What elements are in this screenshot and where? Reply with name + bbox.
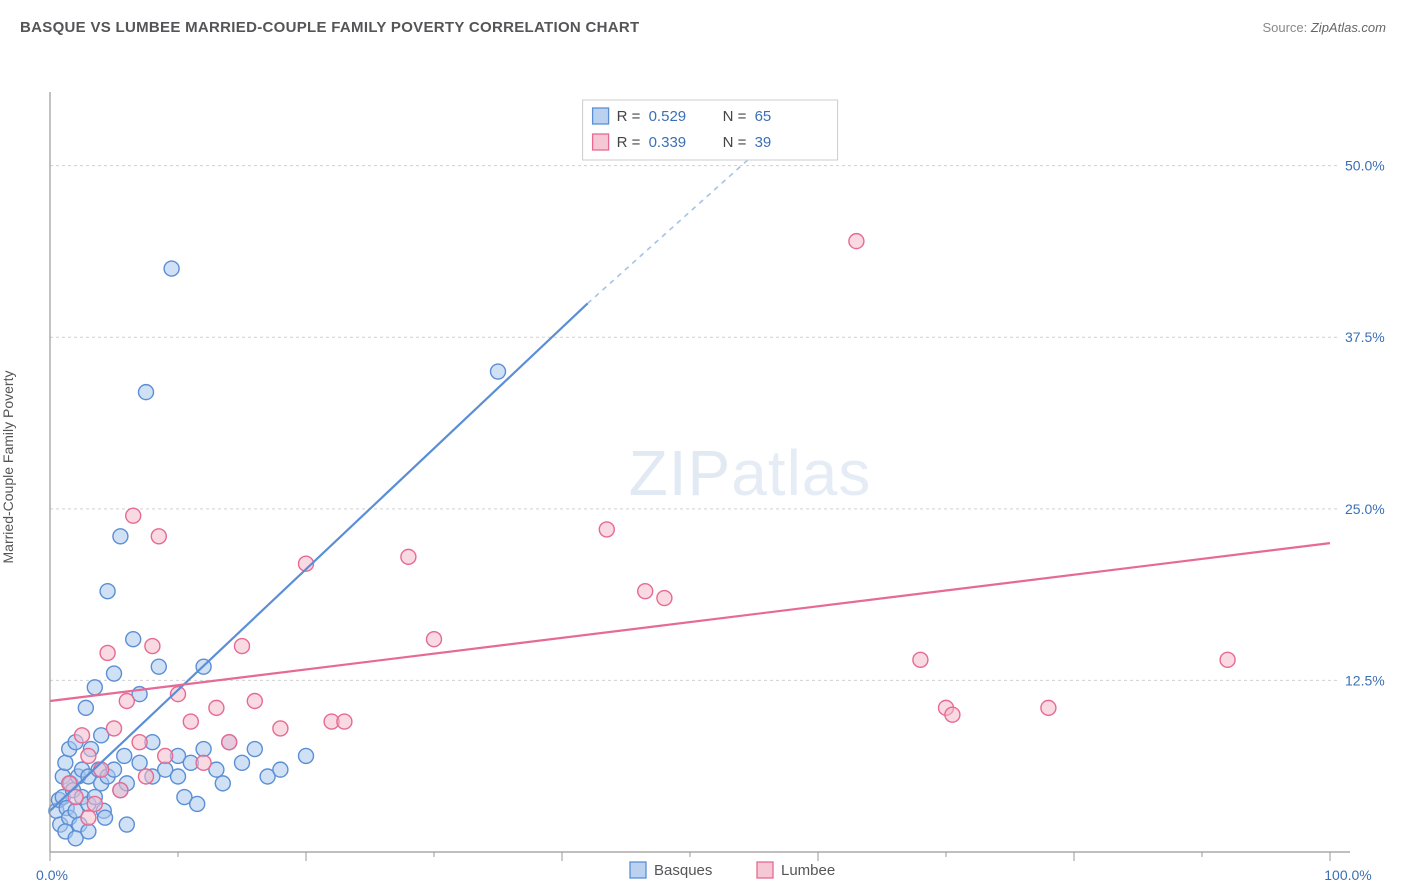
data-point-lumbee [599, 522, 614, 537]
data-point-lumbee [119, 694, 134, 709]
source-name: ZipAtlas.com [1311, 20, 1386, 35]
legend-r-label: R = [617, 108, 641, 125]
data-point-basques [132, 755, 147, 770]
y-tick-label: 37.5% [1345, 329, 1385, 345]
legend-r-label: R = [617, 134, 641, 151]
x-tick-label: 0.0% [36, 867, 68, 883]
data-point-lumbee [222, 735, 237, 750]
data-point-basques [190, 796, 205, 811]
legend-n-value: 39 [755, 134, 772, 151]
data-point-basques [119, 817, 134, 832]
data-point-lumbee [113, 783, 128, 798]
y-tick-label: 25.0% [1345, 501, 1385, 517]
data-point-basques [78, 700, 93, 715]
data-point-lumbee [139, 769, 154, 784]
data-point-basques [107, 666, 122, 681]
data-point-basques [235, 755, 250, 770]
data-point-basques [196, 742, 211, 757]
data-point-lumbee [196, 755, 211, 770]
bottom-legend-label-lumbee: Lumbee [781, 862, 835, 879]
data-point-basques [58, 755, 73, 770]
bottom-legend-label-basques: Basques [654, 862, 712, 879]
data-point-lumbee [235, 639, 250, 654]
bottom-legend-swatch-lumbee [757, 862, 773, 878]
data-point-basques [81, 824, 96, 839]
data-point-lumbee [1220, 652, 1235, 667]
data-point-lumbee [126, 508, 141, 523]
data-point-basques [98, 810, 113, 825]
data-point-lumbee [158, 748, 173, 763]
data-point-lumbee [638, 584, 653, 599]
legend-swatch-basques [593, 108, 609, 124]
y-axis-label: Married-Couple Family Poverty [0, 371, 16, 564]
data-point-lumbee [145, 639, 160, 654]
data-point-basques [151, 659, 166, 674]
data-point-basques [171, 769, 186, 784]
chart-source: Source: ZipAtlas.com [1262, 20, 1386, 35]
data-point-lumbee [209, 700, 224, 715]
data-point-lumbee [945, 707, 960, 722]
bottom-legend-swatch-basques [630, 862, 646, 878]
data-point-basques [117, 748, 132, 763]
data-point-lumbee [401, 549, 416, 564]
data-point-basques [247, 742, 262, 757]
y-tick-label: 50.0% [1345, 158, 1385, 174]
data-point-basques [299, 748, 314, 763]
data-point-basques [113, 529, 128, 544]
data-point-basques [491, 364, 506, 379]
data-point-basques [100, 584, 115, 599]
data-point-lumbee [427, 632, 442, 647]
data-point-lumbee [132, 735, 147, 750]
data-point-lumbee [913, 652, 928, 667]
legend-n-label: N = [723, 134, 747, 151]
data-point-lumbee [94, 762, 109, 777]
regression-line-lumbee [50, 543, 1330, 701]
y-tick-label: 12.5% [1345, 672, 1385, 688]
data-point-lumbee [75, 728, 90, 743]
data-point-basques [87, 680, 102, 695]
source-prefix: Source: [1262, 20, 1310, 35]
data-point-lumbee [81, 810, 96, 825]
data-point-lumbee [81, 748, 96, 763]
data-point-lumbee [151, 529, 166, 544]
data-point-lumbee [87, 796, 102, 811]
data-point-basques [164, 261, 179, 276]
data-point-lumbee [273, 721, 288, 736]
legend-swatch-lumbee [593, 134, 609, 150]
x-tick-label: 100.0% [1324, 867, 1371, 883]
legend-n-label: N = [723, 108, 747, 125]
regression-line-basques [50, 303, 588, 810]
scatter-chart-svg: ZIPatlas 0.0% 100.0% 12.5% 25.0% 37.5% 50.0% R … [0, 42, 1406, 892]
chart-title: BASQUE VS LUMBEE MARRIED-COUPLE FAMILY P… [20, 19, 640, 36]
data-point-basques [126, 632, 141, 647]
data-point-lumbee [247, 694, 262, 709]
data-point-lumbee [657, 591, 672, 606]
chart-area: Married-Couple Family Poverty ZIPatlas 0.… [0, 42, 1406, 892]
data-point-lumbee [337, 714, 352, 729]
legend-r-value: 0.529 [649, 108, 687, 125]
data-point-basques [215, 776, 230, 791]
data-point-basques [273, 762, 288, 777]
legend-n-value: 65 [755, 108, 772, 125]
data-point-lumbee [1041, 700, 1056, 715]
data-point-lumbee [100, 645, 115, 660]
data-point-lumbee [107, 721, 122, 736]
watermark: ZIPatlas [629, 437, 872, 509]
data-point-lumbee [849, 234, 864, 249]
data-point-basques [139, 385, 154, 400]
data-point-lumbee [183, 714, 198, 729]
legend-r-value: 0.339 [649, 134, 687, 151]
chart-header: BASQUE VS LUMBEE MARRIED-COUPLE FAMILY P… [0, 0, 1406, 42]
